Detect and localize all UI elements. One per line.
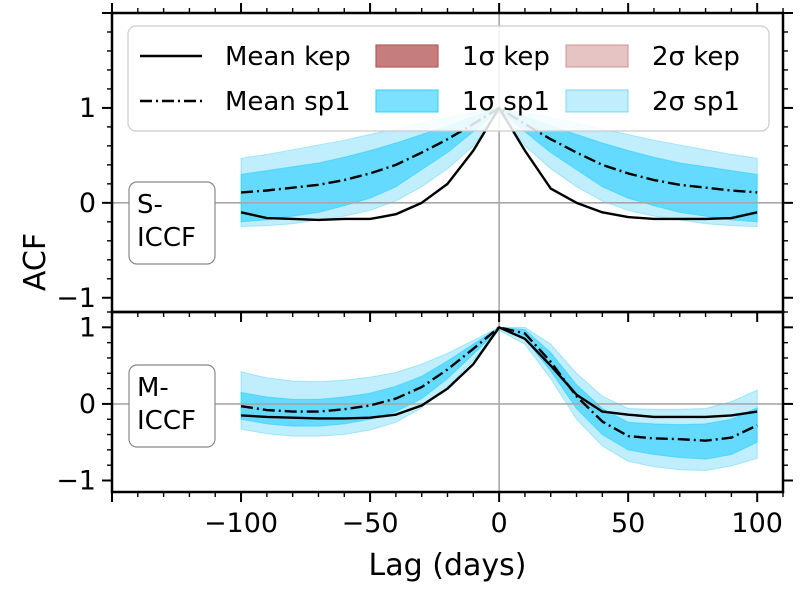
- legend-label: 2σ kep: [652, 42, 740, 72]
- x-axis: −100 −50 0 50 100: [111, 3, 784, 539]
- panel-label-text: S-: [137, 190, 163, 220]
- y-tick-label: 1: [79, 312, 96, 343]
- legend-handle-band: [565, 44, 629, 68]
- sp1-1sigma-band: [240, 107, 758, 223]
- y-tick-label: 0: [79, 188, 96, 219]
- x-tick-label: 100: [731, 508, 783, 539]
- x-axis-title: Lag (days): [369, 548, 527, 583]
- legend-box: [127, 25, 770, 132]
- legend-handle-band: [565, 89, 629, 113]
- y-tick-label: 1: [79, 93, 96, 124]
- sp1-1sigma-band: [240, 326, 758, 460]
- panel-label-box: [128, 181, 216, 265]
- y-axis-title: ACF: [18, 233, 53, 291]
- panel-label-text: ICCF: [137, 223, 196, 253]
- panel-m-iccf: −1 0 1 M-ICCF: [56, 310, 793, 497]
- x-tick-label: 0: [491, 508, 508, 539]
- y-tick-label: 0: [79, 389, 96, 420]
- legend-label: 1σ sp1: [462, 87, 550, 117]
- panel-label-box: [128, 364, 216, 448]
- x-tick-label: −100: [204, 508, 278, 539]
- plot-area: [112, 312, 783, 492]
- y-tick-label: −1: [56, 466, 96, 497]
- x-tick-label: −50: [342, 508, 399, 539]
- panel-label-text: M-: [137, 373, 169, 403]
- legend: Mean kep Mean sp1 1σ kep 1σ sp1 2σ kep 2σ sp1: [127, 25, 770, 132]
- legend-label: 1σ kep: [462, 42, 550, 72]
- panel-label-text: ICCF: [137, 406, 196, 436]
- legend-handle-band: [375, 89, 439, 113]
- legend-label: 2σ sp1: [652, 87, 740, 117]
- legend-handle-band: [375, 44, 439, 68]
- x-tick-label: 50: [611, 508, 645, 539]
- mean-kep-line: [240, 326, 758, 420]
- legend-label: Mean sp1: [225, 87, 351, 117]
- y-tick-label: −1: [56, 283, 96, 314]
- legend-label: Mean kep: [225, 42, 351, 72]
